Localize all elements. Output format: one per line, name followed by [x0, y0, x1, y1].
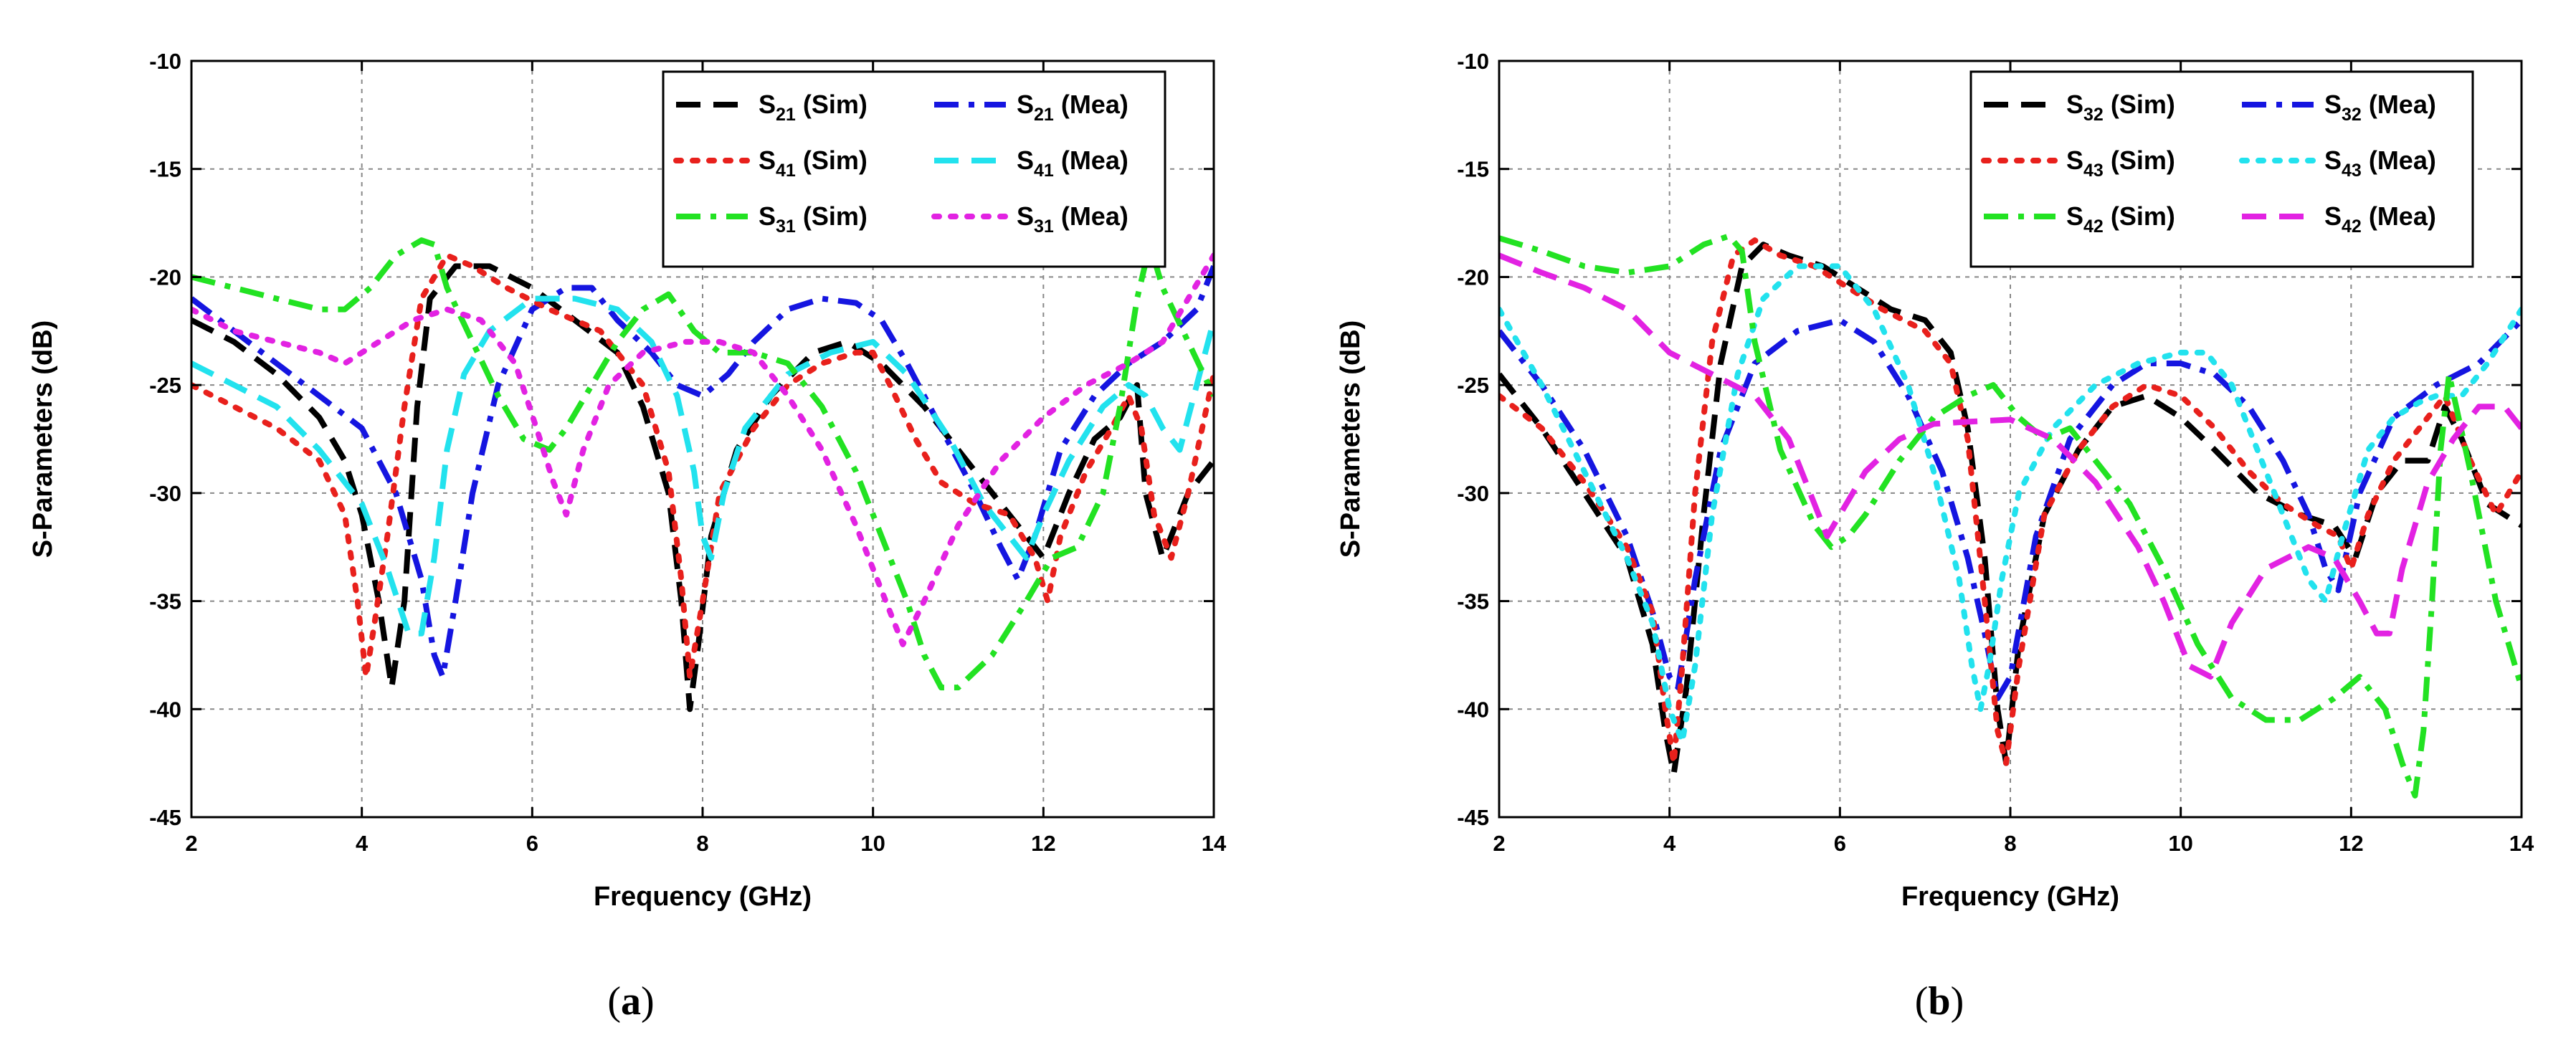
legend-label: S21 (Mea) [1017, 90, 1128, 125]
x-tick-label: 4 [356, 831, 369, 856]
x-tick-label: 12 [1031, 831, 1055, 856]
panel-label: (a) [607, 979, 654, 1024]
x-tick-label: 2 [185, 831, 197, 856]
series-line-42-mea [1499, 252, 2522, 680]
legend-label: S31 (Sim) [759, 201, 868, 237]
x-axis-title: Frequency (GHz) [1901, 882, 2119, 912]
y-tick-label: -30 [149, 481, 181, 506]
legend-entry: S42 (Mea) [2242, 201, 2436, 237]
panel-a: 2 4 6 8 10 12 14 -10 -15 -20 -25 -30 -35 -40 -45 Freque… [28, 49, 1227, 1024]
legend-entry: S43 (Sim) [1981, 146, 2175, 181]
x-tick-label: 2 [1493, 831, 1505, 856]
y-tick-label: -40 [149, 697, 181, 722]
legend: S21 (Sim) S21 (Mea) S41 (Sim) S41 (Mea) S31 … [662, 70, 1166, 268]
legend-entry: S43 (Mea) [2239, 146, 2436, 181]
y-axis-title: S-Parameters (dB) [28, 320, 58, 558]
x-tick-label: 6 [1834, 831, 1846, 856]
x-tick-label: 14 [2509, 831, 2534, 856]
series-line-41-mea [191, 295, 1214, 637]
legend-label: S31 (Mea) [1017, 201, 1128, 237]
x-tick-label: 4 [1663, 831, 1676, 856]
legend-label: S21 (Sim) [759, 90, 868, 125]
y-tick-label: -25 [1457, 373, 1489, 398]
legend-box [1969, 70, 2474, 268]
legend-entry: S32 (Mea) [2242, 90, 2436, 125]
legend-entry: S41 (Mea) [934, 146, 1128, 181]
y-tick-label: -25 [149, 373, 181, 398]
legend-label: S43 (Sim) [2066, 146, 2175, 181]
y-tick-label: -20 [1457, 265, 1489, 290]
y-tick-label: -15 [149, 157, 181, 182]
legend-entry: S21 (Sim) [676, 90, 868, 125]
legend-label: S42 (Sim) [2066, 201, 2175, 237]
series-line-42-sim [1499, 233, 2522, 799]
x-tick-label: 6 [526, 831, 538, 856]
legend-entry: S21 (Mea) [934, 90, 1128, 125]
legend-entry: S31 (Sim) [676, 201, 868, 237]
x-tick-label: 12 [2339, 831, 2363, 856]
legend-label: S32 (Mea) [2324, 90, 2436, 125]
y-tick-label: -35 [149, 589, 181, 614]
series-line-31-mea [191, 252, 1214, 647]
legend-entry: S31 (Mea) [931, 201, 1128, 237]
y-tick-label: -40 [1457, 697, 1489, 722]
x-tick-label: 14 [1202, 831, 1227, 856]
legend-entry: S32 (Sim) [1984, 90, 2175, 125]
legend-label: S42 (Mea) [2324, 201, 2436, 237]
legend: S32 (Sim) S32 (Mea) S43 (Sim) S43 (Mea) S42 … [1969, 70, 2474, 268]
legend-label: S43 (Mea) [2324, 146, 2436, 181]
series-line-41-sim [191, 252, 1214, 680]
panel-b: 2 4 6 8 10 12 14 -10 -15 -20 -25 -30 -35 -40 -45 Freque… [1336, 49, 2534, 1024]
legend-entry: S41 (Sim) [673, 146, 868, 181]
x-tick-label: 10 [860, 831, 885, 856]
legend-box [662, 70, 1166, 268]
series-group [191, 237, 1214, 713]
x-tick-label: 8 [2004, 831, 2016, 856]
x-tick-label: 10 [2168, 831, 2192, 856]
legend-label: S41 (Mea) [1017, 146, 1128, 181]
y-tick-label: -15 [1457, 157, 1489, 182]
series-line-31-sim [191, 237, 1214, 691]
legend-label: S32 (Sim) [2066, 90, 2175, 125]
x-axis-title: Frequency (GHz) [594, 882, 812, 912]
series-line-43-sim [1499, 237, 2522, 766]
y-tick-label: -45 [149, 805, 181, 830]
ticks: 2 4 6 8 10 12 14 -10 -15 -20 -25 -30 -35 -40 -45 [1457, 49, 2534, 856]
x-tick-label: 8 [696, 831, 708, 856]
legend-label: S41 (Sim) [759, 146, 868, 181]
y-axis-title: S-Parameters (dB) [1336, 320, 1366, 558]
legend-entry: S42 (Sim) [1984, 201, 2175, 237]
y-tick-label: -45 [1457, 805, 1489, 830]
y-tick-label: -20 [149, 265, 181, 290]
series-line-21-sim [191, 263, 1214, 713]
ticks: 2 4 6 8 10 12 14 -10 -15 -20 -25 -30 -35 -40 -45 [149, 49, 1227, 856]
y-tick-label: -35 [1457, 589, 1489, 614]
series-group [1499, 233, 2522, 799]
series-line-43-mea [1499, 263, 2522, 745]
y-tick-label: -10 [149, 49, 181, 74]
panel-label: (b) [1915, 979, 1964, 1024]
y-tick-label: -10 [1457, 49, 1489, 74]
y-tick-label: -30 [1457, 481, 1489, 506]
